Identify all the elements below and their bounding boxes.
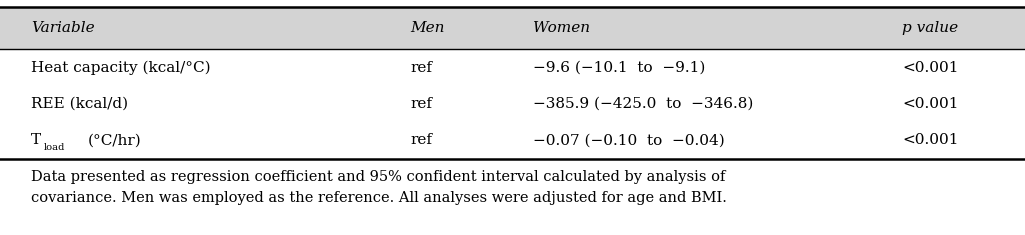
Text: Women: Women — [533, 21, 590, 35]
Text: −9.6 (−10.1  to  −9.1): −9.6 (−10.1 to −9.1) — [533, 61, 705, 74]
Text: T: T — [31, 133, 41, 147]
Text: <0.001: <0.001 — [902, 97, 958, 111]
Text: Variable: Variable — [31, 21, 94, 35]
Text: ref: ref — [410, 133, 432, 147]
Text: Men: Men — [410, 21, 445, 35]
Text: Data presented as regression coefficient and 95% confident interval calculated b: Data presented as regression coefficient… — [31, 170, 727, 205]
Text: ref: ref — [410, 61, 432, 74]
Text: ref: ref — [410, 97, 432, 111]
Text: (°C/hr): (°C/hr) — [88, 133, 141, 147]
Text: −385.9 (−425.0  to  −346.8): −385.9 (−425.0 to −346.8) — [533, 97, 753, 111]
Text: <0.001: <0.001 — [902, 133, 958, 147]
Text: load: load — [44, 143, 66, 152]
Text: p value: p value — [902, 21, 958, 35]
Text: <0.001: <0.001 — [902, 61, 958, 74]
Text: REE (kcal/d): REE (kcal/d) — [31, 97, 128, 111]
Text: −0.07 (−0.10  to  −0.04): −0.07 (−0.10 to −0.04) — [533, 133, 725, 147]
Text: Heat capacity (kcal/°C): Heat capacity (kcal/°C) — [31, 60, 210, 75]
Bar — [0, 7, 1025, 49]
